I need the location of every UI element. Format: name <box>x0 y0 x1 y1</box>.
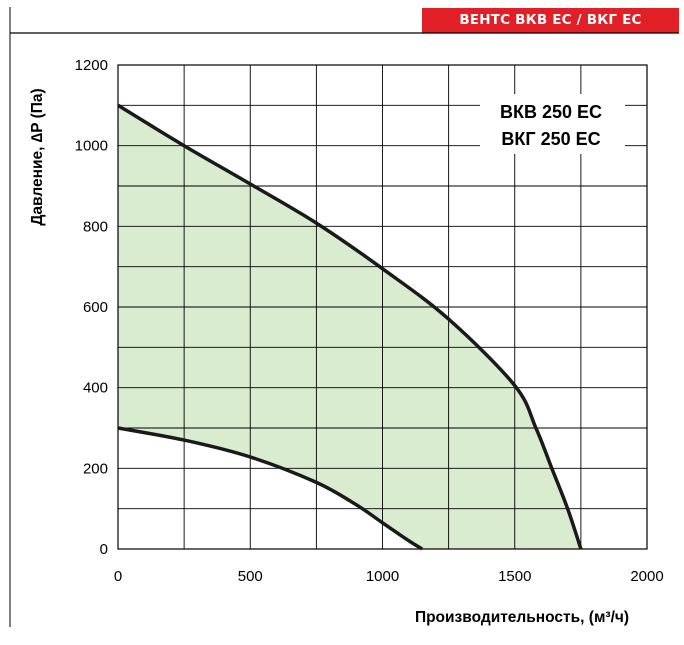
model-label-box <box>480 94 625 154</box>
series-badge: ВЕНТС ВКВ ЕС / ВКГ ЕС <box>422 8 679 33</box>
x-tick-label: 1000 <box>366 568 399 585</box>
model-label-2: ВКГ 250 ЕС <box>501 129 600 149</box>
model-labels: ВКВ 250 ЕС ВКГ 250 ЕС <box>480 94 625 154</box>
x-axis-title: Производительность, (м³/ч) <box>415 609 629 626</box>
model-label-1: ВКВ 250 ЕС <box>500 102 602 122</box>
y-tick-label: 1000 <box>75 138 108 155</box>
x-tick-label: 1500 <box>498 568 531 585</box>
upper-curve-line <box>117 103 583 550</box>
y-tick-label: 800 <box>83 218 108 235</box>
y-tick-label: 400 <box>83 380 108 397</box>
y-tick-label: 0 <box>100 541 108 558</box>
y-tick-label: 200 <box>83 460 108 477</box>
y-axis-title: Давление, ∆P (Па) <box>29 88 46 225</box>
y-tick-label: 1200 <box>75 57 108 74</box>
operating-area-fill <box>118 105 581 550</box>
lower-curve-line <box>117 426 424 551</box>
x-tick-label: 2000 <box>630 568 663 585</box>
x-tick-labels: 0 500 1000 1500 2000 <box>114 568 664 585</box>
x-tick-label: 0 <box>114 568 122 585</box>
plot-border <box>117 64 648 550</box>
y-tick-label: 600 <box>83 299 108 316</box>
plot-area-border <box>117 64 648 550</box>
y-tick-labels: 0 200 400 600 800 1000 1200 <box>75 57 108 558</box>
x-tick-label: 500 <box>238 568 263 585</box>
